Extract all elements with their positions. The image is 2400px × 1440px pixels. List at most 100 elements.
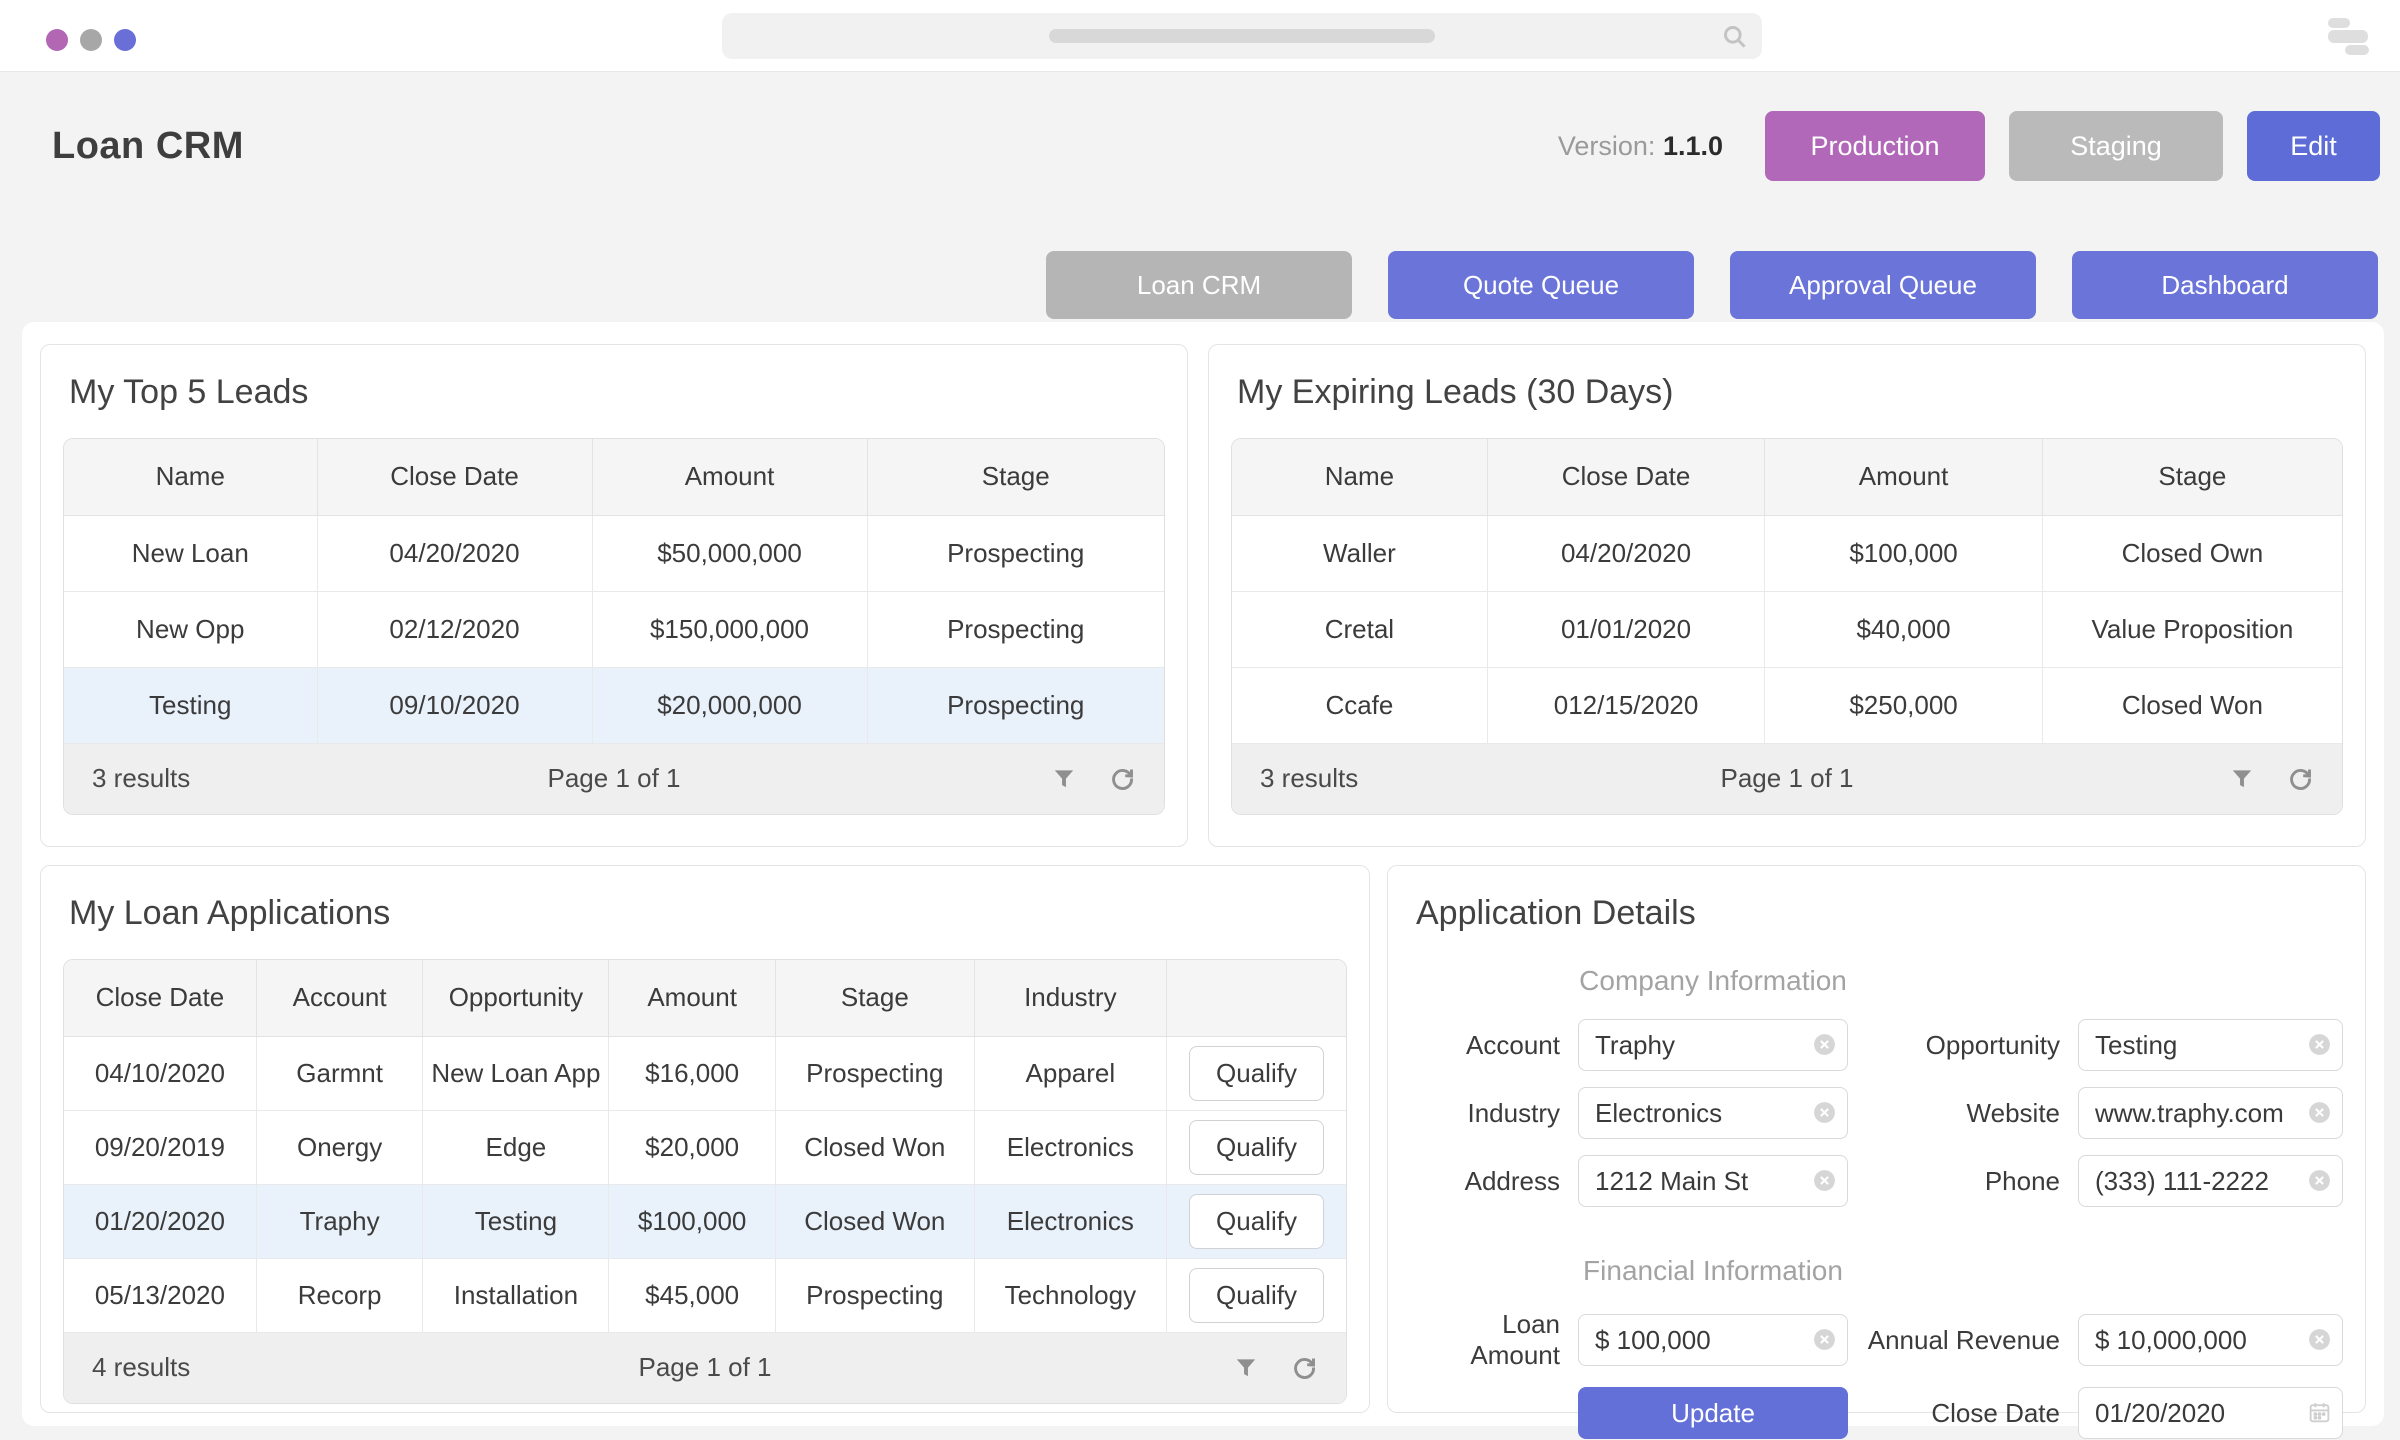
cell-amount: $250,000 [1764, 667, 2043, 744]
filter-icon[interactable] [2229, 766, 2255, 792]
table-footer: 3 results Page 1 of 1 [1232, 743, 2342, 814]
refresh-icon[interactable] [1291, 1354, 1318, 1381]
page-indicator: Page 1 of 1 [638, 1352, 772, 1382]
update-button[interactable]: Update [1578, 1387, 1848, 1439]
cell-industry: Electronics [974, 1110, 1167, 1185]
refresh-icon[interactable] [2287, 765, 2314, 792]
cell-close-date: 04/20/2020 [317, 515, 593, 592]
table-row-selected[interactable]: Testing 09/10/2020 $20,000,000 Prospecti… [64, 667, 1164, 744]
filter-icon[interactable] [1233, 1355, 1259, 1381]
address-field[interactable] [1578, 1155, 1848, 1207]
table-row-selected[interactable]: 01/20/2020 Traphy Testing $100,000 Close… [64, 1184, 1346, 1259]
industry-field[interactable] [1578, 1087, 1848, 1139]
annual-revenue-field[interactable] [2078, 1314, 2343, 1366]
clear-icon[interactable] [2307, 1168, 2332, 1200]
qualify-button[interactable]: Qualify [1189, 1267, 1324, 1323]
card-top-5-leads: My Top 5 Leads Name Close Date Amount St… [40, 344, 1188, 847]
cell-name: Testing [64, 667, 318, 744]
edit-button[interactable]: Edit [2247, 111, 2380, 181]
content-container: My Top 5 Leads Name Close Date Amount St… [22, 322, 2384, 1439]
column-header-name: Name [64, 439, 318, 516]
cell-name: New Opp [64, 591, 318, 668]
table-row[interactable]: 04/10/2020 Garmnt New Loan App $16,000 P… [64, 1036, 1346, 1111]
website-field[interactable] [2078, 1087, 2343, 1139]
clear-icon[interactable] [1812, 1032, 1837, 1064]
clear-icon[interactable] [2307, 1032, 2332, 1064]
filter-icon[interactable] [1051, 766, 1077, 792]
loan-amount-field[interactable] [1578, 1314, 1848, 1366]
cell-stage: Prospecting [867, 591, 1164, 668]
cell-stage: Closed Own [2042, 515, 2342, 592]
account-field[interactable] [1578, 1019, 1848, 1071]
production-button[interactable]: Production [1765, 111, 1985, 181]
industry-field-wrap [1578, 1087, 1848, 1139]
column-header-stage: Stage [2042, 439, 2342, 516]
cell-stage: Prospecting [867, 515, 1164, 592]
card-title-loan-applications: My Loan Applications [69, 894, 391, 932]
cell-close-date: 02/12/2020 [317, 591, 593, 668]
qualify-button[interactable]: Qualify [1189, 1119, 1324, 1175]
cell-stage: Closed Won [775, 1184, 975, 1259]
column-header-amount: Amount [592, 439, 868, 516]
table-row[interactable]: Ccafe 012/15/2020 $250,000 Closed Won [1232, 667, 2342, 744]
clear-icon[interactable] [1812, 1100, 1837, 1132]
cell-name: Waller [1232, 515, 1488, 592]
account-label: Account [1466, 1029, 1560, 1060]
cell-amount: $100,000 [608, 1184, 776, 1259]
menu-icon[interactable] [2328, 18, 2370, 56]
staging-button[interactable]: Staging [2009, 111, 2223, 181]
calendar-icon[interactable] [2307, 1400, 2332, 1432]
phone-label: Phone [1984, 1165, 2060, 1196]
cell-stage: Closed Won [775, 1110, 975, 1185]
search-icon[interactable] [1721, 23, 1748, 55]
clear-icon[interactable] [2307, 1100, 2332, 1132]
cell-stage: Prospecting [775, 1036, 975, 1111]
industry-label: Industry [1467, 1097, 1561, 1128]
table-row[interactable]: New Loan 04/20/2020 $50,000,000 Prospect… [64, 515, 1164, 592]
table-row[interactable]: Waller 04/20/2020 $100,000 Closed Own [1232, 515, 2342, 592]
clear-icon[interactable] [2307, 1327, 2332, 1359]
cell-opportunity: Edge [422, 1110, 610, 1185]
card-title-top-5-leads: My Top 5 Leads [69, 373, 309, 411]
tab-dashboard[interactable]: Dashboard [2072, 251, 2378, 319]
results-count: 3 results [1260, 763, 1359, 793]
qualify-button[interactable]: Qualify [1189, 1045, 1324, 1101]
clear-icon[interactable] [1812, 1168, 1837, 1200]
cell-industry: Technology [974, 1258, 1167, 1333]
cell-account: Garmnt [256, 1036, 424, 1111]
opportunity-field[interactable] [2078, 1019, 2343, 1071]
close-date-field[interactable] [2078, 1387, 2343, 1439]
tab-quote-queue[interactable]: Quote Queue [1388, 251, 1694, 319]
expiring-leads-table: Name Close Date Amount Stage Waller 04/2… [1231, 438, 2343, 815]
opportunity-field-wrap [2078, 1019, 2343, 1071]
address-search-bar[interactable] [722, 13, 1762, 59]
version-label: Version: [1557, 130, 1656, 161]
tab-approval-queue[interactable]: Approval Queue [1730, 251, 2036, 319]
table-header-row: Name Close Date Amount Stage [64, 439, 1164, 516]
cell-account: Traphy [256, 1184, 424, 1259]
page-title: Loan CRM [52, 124, 244, 167]
section-heading-company: Company Information [1579, 965, 1847, 996]
refresh-icon[interactable] [1109, 765, 1136, 792]
tab-loan-crm[interactable]: Loan CRM [1046, 251, 1352, 319]
table-row[interactable]: 05/13/2020 Recorp Installation $45,000 P… [64, 1258, 1346, 1333]
address-field-wrap [1578, 1155, 1848, 1207]
table-row[interactable]: Cretal 01/01/2020 $40,000 Value Proposit… [1232, 591, 2342, 668]
qualify-button[interactable]: Qualify [1189, 1193, 1324, 1249]
results-count: 4 results [92, 1352, 191, 1382]
cell-stage: Value Proposition [2042, 591, 2342, 668]
clear-icon[interactable] [1812, 1327, 1837, 1359]
cell-amount: $45,000 [608, 1258, 776, 1333]
table-footer: 4 results Page 1 of 1 [64, 1332, 1346, 1403]
section-heading-financial: Financial Information [1583, 1255, 1843, 1286]
phone-field[interactable] [2078, 1155, 2343, 1207]
cell-close-date: 012/15/2020 [1487, 667, 1766, 744]
table-row[interactable]: 09/20/2019 Onergy Edge $20,000 Closed Wo… [64, 1110, 1346, 1185]
table-row[interactable]: New Opp 02/12/2020 $150,000,000 Prospect… [64, 591, 1164, 668]
phone-field-wrap [2078, 1155, 2343, 1207]
cell-close-date: 04/20/2020 [1487, 515, 1766, 592]
cell-amount: $20,000 [608, 1110, 776, 1185]
close-date-label: Close Date [1931, 1397, 2060, 1428]
column-header-close-date: Close Date [1487, 439, 1766, 516]
version-value: 1.1.0 [1662, 130, 1723, 161]
